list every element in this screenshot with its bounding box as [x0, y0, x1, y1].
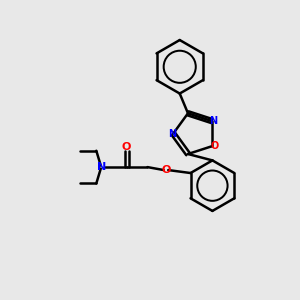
- Text: N: N: [97, 162, 106, 172]
- Text: O: O: [161, 165, 171, 175]
- Text: N: N: [168, 129, 176, 139]
- Text: N: N: [209, 116, 217, 126]
- Text: O: O: [211, 141, 219, 151]
- Text: O: O: [122, 142, 131, 152]
